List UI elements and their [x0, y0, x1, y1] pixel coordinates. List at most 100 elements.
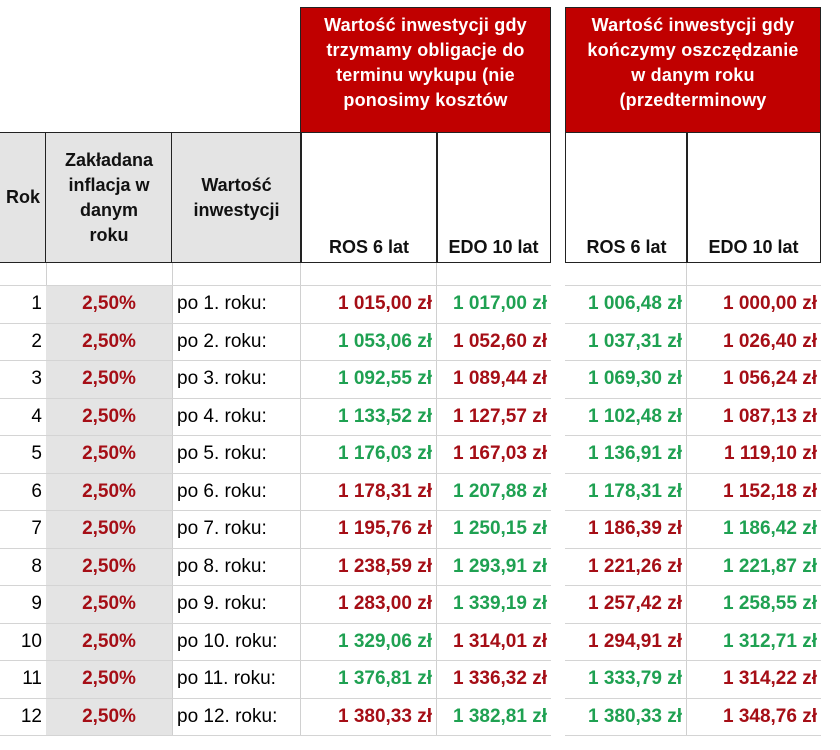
- cell-ros-early: 1 006,48 zł: [565, 286, 686, 324]
- cell-wartosc-label: po 5. roku:: [172, 436, 300, 474]
- cell-wartosc-label: po 11. roku:: [172, 661, 300, 699]
- cell-ros-hold: 1 178,31 zł: [300, 474, 436, 511]
- group-header-line: (przedterminowy: [619, 90, 767, 110]
- cell-wartosc-label: po 8. roku:: [172, 549, 300, 586]
- cell-rok: 2: [0, 324, 46, 361]
- cell-edo-early: 1 258,55 zł: [686, 586, 821, 624]
- cell-edo-hold: 1 052,60 zł: [436, 324, 551, 361]
- cell-edo-early: 1 119,10 zł: [686, 436, 821, 474]
- cell-inflacja: 2,50%: [46, 699, 172, 736]
- cell-rok: 9: [0, 586, 46, 624]
- group-header-early-redemption: Wartość inwestycji gdy kończymy oszczędz…: [565, 7, 821, 133]
- cell-rok: 12: [0, 699, 46, 736]
- cell-edo-hold: 1 017,00 zł: [436, 286, 551, 324]
- cell-inflacja: 2,50%: [46, 474, 172, 511]
- cell-ros-early: 1 186,39 zł: [565, 511, 686, 549]
- cell-wartosc-label: po 7. roku:: [172, 511, 300, 549]
- column-header-rok: Rok: [0, 132, 47, 263]
- column-header-label: EDO 10 lat: [448, 237, 539, 257]
- cell-rok: 10: [0, 624, 46, 661]
- cell-ros-hold: 1 195,76 zł: [300, 511, 436, 549]
- cell-inflacja: 2,50%: [46, 361, 172, 399]
- cell-edo-early: 1 056,24 zł: [686, 361, 821, 399]
- cell-inflacja: 2,50%: [46, 286, 172, 324]
- cell-rok: 7: [0, 511, 46, 549]
- cell-ros-hold: 1 380,33 zł: [300, 699, 436, 736]
- column-header-label: Wartość: [201, 174, 272, 195]
- cell-wartosc-label: po 3. roku:: [172, 361, 300, 399]
- cell-edo-early: 1 087,13 zł: [686, 399, 821, 436]
- cell-edo-early: 1 186,42 zł: [686, 511, 821, 549]
- cell-edo-early: 1 000,00 zł: [686, 286, 821, 324]
- cell-ros-early: 1 257,42 zł: [565, 586, 686, 624]
- cell-edo-hold: 1 314,01 zł: [436, 624, 551, 661]
- cell-rok: 3: [0, 361, 46, 399]
- cell-rok: 5: [0, 436, 46, 474]
- cell-ros-early: 1 069,30 zł: [565, 361, 686, 399]
- cell-edo-hold: 1 339,19 zł: [436, 586, 551, 624]
- cell-ros-early: 1 221,26 zł: [565, 549, 686, 586]
- cell-ros-early: 1 136,91 zł: [565, 436, 686, 474]
- column-header-label: Rok: [5, 187, 40, 207]
- column-header-label: inwestycji: [193, 199, 280, 220]
- column-header-ros-early: ROS 6 lat: [565, 132, 688, 263]
- cell-edo-hold: 1 336,32 zł: [436, 661, 551, 699]
- cell-inflacja: 2,50%: [46, 324, 172, 361]
- cell-ros-early: 1 380,33 zł: [565, 699, 686, 736]
- group-header-line: w danym roku: [631, 65, 755, 85]
- column-header-inflacja: Zakładana inflacja w danym roku: [45, 132, 173, 263]
- column-header-label: danym: [79, 199, 139, 220]
- group-header-line: kończymy oszczędzanie: [587, 40, 799, 60]
- column-header-edo-early: EDO 10 lat: [686, 132, 821, 263]
- group-header-line: ponosimy kosztów: [343, 90, 508, 110]
- column-header-label: roku: [89, 224, 129, 245]
- column-header-label: Zakładana: [64, 149, 154, 170]
- cell-edo-early: 1 314,22 zł: [686, 661, 821, 699]
- cell-rok: 8: [0, 549, 46, 586]
- cell-edo-hold: 1 127,57 zł: [436, 399, 551, 436]
- cell-wartosc-label: po 1. roku:: [172, 286, 300, 324]
- cell-wartosc-label: po 4. roku:: [172, 399, 300, 436]
- cell-edo-early: 1 026,40 zł: [686, 324, 821, 361]
- cell-ros-hold: 1 092,55 zł: [300, 361, 436, 399]
- cell-edo-early: 1 312,71 zł: [686, 624, 821, 661]
- cell-ros-hold: 1 329,06 zł: [300, 624, 436, 661]
- cell-edo-hold: 1 293,91 zł: [436, 549, 551, 586]
- group-header-line: Wartość inwestycji gdy: [324, 15, 527, 35]
- cell-wartosc-label: po 9. roku:: [172, 586, 300, 624]
- column-header-label: inflacja w: [68, 174, 150, 195]
- column-header-wartosc: Wartość inwestycji: [171, 132, 302, 263]
- cell-ros-hold: 1 238,59 zł: [300, 549, 436, 586]
- column-header-label: ROS 6 lat: [328, 237, 410, 257]
- cell-ros-hold: 1 176,03 zł: [300, 436, 436, 474]
- cell-edo-hold: 1 167,03 zł: [436, 436, 551, 474]
- cell-wartosc-label: po 12. roku:: [172, 699, 300, 736]
- cell-inflacja: 2,50%: [46, 399, 172, 436]
- cell-inflacja: 2,50%: [46, 549, 172, 586]
- cell-ros-hold: 1 283,00 zł: [300, 586, 436, 624]
- cell-inflacja: 2,50%: [46, 624, 172, 661]
- cell-edo-hold: 1 089,44 zł: [436, 361, 551, 399]
- cell-rok: 6: [0, 474, 46, 511]
- column-header-label: EDO 10 lat: [708, 237, 799, 257]
- cell-rok: 11: [0, 661, 46, 699]
- column-header-edo-hold: EDO 10 lat: [436, 132, 551, 263]
- cell-inflacja: 2,50%: [46, 586, 172, 624]
- cell-rok: 1: [0, 286, 46, 324]
- cell-edo-early: 1 221,87 zł: [686, 549, 821, 586]
- cell-ros-early: 1 037,31 zł: [565, 324, 686, 361]
- group-header-line: trzymamy obligacje do: [326, 40, 525, 60]
- cell-edo-hold: 1 382,81 zł: [436, 699, 551, 736]
- cell-edo-hold: 1 250,15 zł: [436, 511, 551, 549]
- group-header-hold-to-maturity: Wartość inwestycji gdy trzymamy obligacj…: [300, 7, 551, 133]
- cell-ros-early: 1 178,31 zł: [565, 474, 686, 511]
- cell-edo-hold: 1 207,88 zł: [436, 474, 551, 511]
- cell-inflacja: 2,50%: [46, 661, 172, 699]
- cell-wartosc-label: po 2. roku:: [172, 324, 300, 361]
- cell-inflacja: 2,50%: [46, 436, 172, 474]
- cell-edo-early: 1 152,18 zł: [686, 474, 821, 511]
- cell-ros-hold: 1 053,06 zł: [300, 324, 436, 361]
- cell-inflacja: 2,50%: [46, 511, 172, 549]
- cell-ros-hold: 1 133,52 zł: [300, 399, 436, 436]
- cell-ros-early: 1 102,48 zł: [565, 399, 686, 436]
